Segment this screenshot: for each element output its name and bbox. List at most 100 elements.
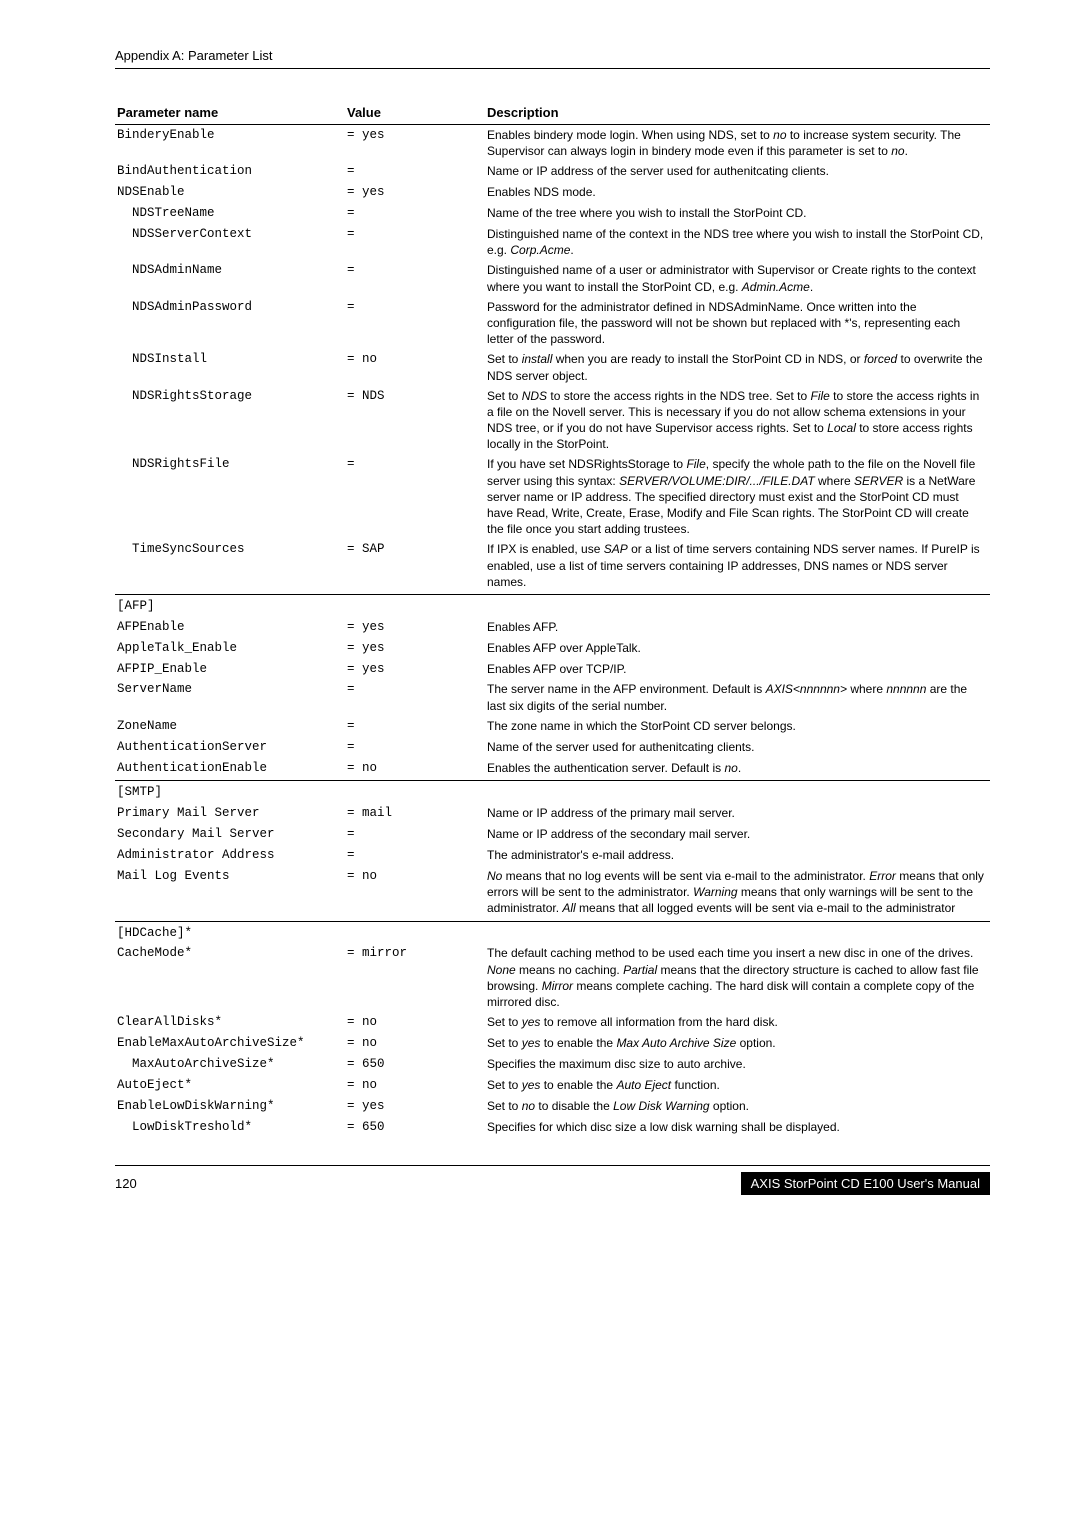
table-row: AppleTalk_Enable= yesEnables AFP over Ap…: [115, 638, 990, 659]
table-row: CacheMode*= mirrorThe default caching me…: [115, 943, 990, 1012]
table-row: [SMTP]: [115, 781, 990, 803]
param-desc: Enables AFP over AppleTalk.: [485, 638, 990, 659]
table-row: MaxAutoArchiveSize*= 650Specifies the ma…: [115, 1054, 990, 1075]
param-value: = no: [345, 1075, 485, 1096]
param-name: ClearAllDisks*: [115, 1012, 345, 1033]
param-name: NDSEnable: [115, 182, 345, 203]
page-number: 120: [115, 1176, 137, 1191]
param-desc: Enables AFP over TCP/IP.: [485, 659, 990, 680]
table-row: NDSRightsFile=If you have set NDSRightsS…: [115, 454, 990, 539]
param-desc: If you have set NDSRightsStorage to File…: [485, 454, 990, 539]
param-name: MaxAutoArchiveSize*: [115, 1054, 345, 1075]
table-row: NDSServerContext=Distinguished name of t…: [115, 224, 990, 260]
param-value: = 650: [345, 1054, 485, 1075]
param-value: [345, 781, 485, 803]
param-name: EnableLowDiskWarning*: [115, 1096, 345, 1117]
param-desc: Name or IP address of the secondary mail…: [485, 824, 990, 845]
param-name: AutoEject*: [115, 1075, 345, 1096]
param-value: = no: [345, 349, 485, 385]
param-desc: The zone name in which the StorPoint CD …: [485, 716, 990, 737]
table-row: [HDCache]*: [115, 921, 990, 943]
param-value: = yes: [345, 1096, 485, 1117]
param-desc: Name of the server used for authenitcati…: [485, 737, 990, 758]
table-row: NDSRightsStorage= NDSSet to NDS to store…: [115, 386, 990, 455]
table-body: BinderyEnable= yesEnables bindery mode l…: [115, 125, 990, 1138]
param-value: [345, 921, 485, 943]
param-name: ZoneName: [115, 716, 345, 737]
param-name: TimeSyncSources: [115, 539, 345, 594]
table-row: NDSInstall= noSet to install when you ar…: [115, 349, 990, 385]
param-value: = SAP: [345, 539, 485, 594]
param-value: = yes: [345, 182, 485, 203]
param-value: =: [345, 845, 485, 866]
param-value: =: [345, 161, 485, 182]
param-name: Secondary Mail Server: [115, 824, 345, 845]
param-name: NDSAdminName: [115, 260, 345, 296]
param-value: =: [345, 824, 485, 845]
param-name: NDSRightsFile: [115, 454, 345, 539]
param-name: NDSServerContext: [115, 224, 345, 260]
param-desc: [485, 921, 990, 943]
header-title: Appendix A: Parameter List: [115, 48, 990, 69]
col-header-value: Value: [345, 101, 485, 125]
table-row: Primary Mail Server= mailName or IP addr…: [115, 803, 990, 824]
param-desc: Set to yes to remove all information fro…: [485, 1012, 990, 1033]
param-name: Administrator Address: [115, 845, 345, 866]
param-desc: Enables NDS mode.: [485, 182, 990, 203]
param-desc: Name of the tree where you wish to insta…: [485, 203, 990, 224]
param-name: NDSRightsStorage: [115, 386, 345, 455]
param-name: Primary Mail Server: [115, 803, 345, 824]
param-value: = no: [345, 1033, 485, 1054]
param-desc: The default caching method to be used ea…: [485, 943, 990, 1012]
table-row: ZoneName=The zone name in which the Stor…: [115, 716, 990, 737]
param-value: = yes: [345, 638, 485, 659]
param-value: = 650: [345, 1117, 485, 1138]
param-name: CacheMode*: [115, 943, 345, 1012]
table-header-row: Parameter name Value Description: [115, 101, 990, 125]
param-desc: Enables bindery mode login. When using N…: [485, 125, 990, 162]
param-value: = no: [345, 866, 485, 921]
table-row: EnableLowDiskWarning*= yesSet to no to d…: [115, 1096, 990, 1117]
param-name: BindAuthentication: [115, 161, 345, 182]
param-value: = yes: [345, 617, 485, 638]
param-value: =: [345, 454, 485, 539]
table-row: AFPEnable= yesEnables AFP.: [115, 617, 990, 638]
param-desc: Specifies the maximum disc size to auto …: [485, 1054, 990, 1075]
table-row: ServerName=The server name in the AFP en…: [115, 679, 990, 715]
param-desc: [485, 594, 990, 616]
table-row: Administrator Address=The administrator'…: [115, 845, 990, 866]
table-row: NDSAdminPassword=Password for the admini…: [115, 297, 990, 350]
param-value: =: [345, 260, 485, 296]
param-value: = yes: [345, 125, 485, 162]
param-value: =: [345, 203, 485, 224]
param-desc: [485, 781, 990, 803]
col-header-name: Parameter name: [115, 101, 345, 125]
param-desc: Set to NDS to store the access rights in…: [485, 386, 990, 455]
param-desc: The administrator's e-mail address.: [485, 845, 990, 866]
param-value: =: [345, 224, 485, 260]
param-name: EnableMaxAutoArchiveSize*: [115, 1033, 345, 1054]
table-row: AutoEject*= noSet to yes to enable the A…: [115, 1075, 990, 1096]
param-name: Mail Log Events: [115, 866, 345, 921]
table-row: AuthenticationEnable= noEnables the auth…: [115, 758, 990, 781]
table-row: Mail Log Events= noNo means that no log …: [115, 866, 990, 921]
param-desc: Password for the administrator defined i…: [485, 297, 990, 350]
param-desc: The server name in the AFP environment. …: [485, 679, 990, 715]
manual-title: AXIS StorPoint CD E100 User's Manual: [741, 1172, 990, 1195]
param-desc: If IPX is enabled, use SAP or a list of …: [485, 539, 990, 594]
param-value: =: [345, 679, 485, 715]
param-value: = mirror: [345, 943, 485, 1012]
table-row: NDSTreeName=Name of the tree where you w…: [115, 203, 990, 224]
param-value: = yes: [345, 659, 485, 680]
param-value: =: [345, 297, 485, 350]
param-value: = NDS: [345, 386, 485, 455]
table-row: ClearAllDisks*= noSet to yes to remove a…: [115, 1012, 990, 1033]
param-name: AuthenticationServer: [115, 737, 345, 758]
param-desc: Name or IP address of the server used fo…: [485, 161, 990, 182]
param-name: AuthenticationEnable: [115, 758, 345, 781]
page-footer: 120 AXIS StorPoint CD E100 User's Manual: [115, 1165, 990, 1195]
param-desc: Distinguished name of the context in the…: [485, 224, 990, 260]
param-value: = no: [345, 758, 485, 781]
table-row: TimeSyncSources= SAPIf IPX is enabled, u…: [115, 539, 990, 594]
table-row: NDSAdminName=Distinguished name of a use…: [115, 260, 990, 296]
